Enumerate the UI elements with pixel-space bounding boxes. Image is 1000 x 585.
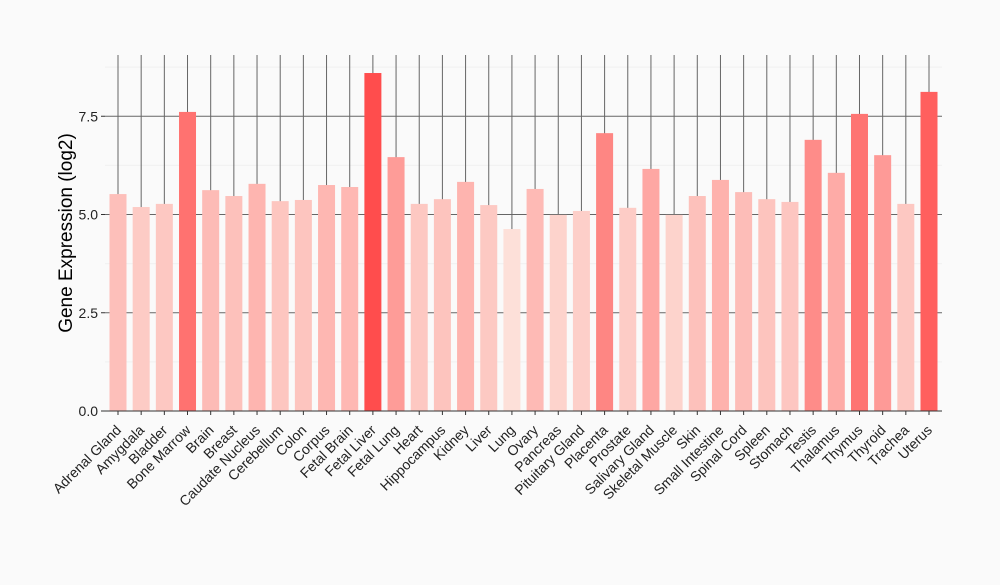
bar-spleen (758, 199, 776, 411)
bar-bone-marrow (179, 111, 197, 411)
bar-corpus (318, 185, 336, 411)
bar-amygdala (132, 207, 150, 411)
bar-ovary (526, 188, 544, 411)
bar-thalamus (827, 172, 845, 411)
bar-fetal-lung (387, 157, 405, 411)
bar-thymus (850, 113, 868, 411)
bar-bladder (155, 203, 173, 411)
bar-cerebellum (271, 201, 289, 411)
bar-pancreas (549, 214, 567, 411)
bar-prostate (619, 207, 637, 411)
bar-spinal-cord (735, 192, 753, 411)
bar-placenta (596, 133, 614, 412)
bar-thyroid (874, 155, 892, 411)
y-tick-label: 7.5 (79, 108, 99, 124)
bar-skeletal-muscle (665, 214, 683, 411)
bar-brain (202, 190, 220, 411)
bar-breast (225, 196, 243, 411)
y-axis-label: Gene Expression (log2) (56, 133, 77, 333)
bar-heart (410, 203, 428, 411)
bar-stomach (781, 201, 799, 411)
bars (109, 73, 938, 412)
y-tick-label: 2.5 (79, 305, 99, 321)
bar-adrenal-gland (109, 194, 127, 411)
bar-small-intestine (711, 179, 729, 411)
bar-caudate-nucleus (248, 183, 266, 411)
bar-uterus (920, 91, 938, 411)
y-tick-label: 0.0 (79, 403, 99, 419)
bar-liver (480, 205, 498, 411)
bar-lung (503, 229, 521, 411)
y-axis: 0.0 2.5 5.0 7.5 (79, 108, 105, 419)
bar-colon (294, 199, 312, 411)
bar-hippocampus (433, 199, 451, 411)
bar-testis (804, 139, 822, 411)
bar-salivary-gland (642, 168, 660, 411)
bar-fetal-brain (341, 186, 359, 411)
y-tick-label: 5.0 (79, 207, 99, 223)
bar-pituitary-gland (572, 210, 590, 411)
bar-trachea (897, 203, 915, 411)
bar-kidney (457, 181, 475, 411)
bar-skin (688, 196, 706, 411)
bar-fetal-liver (364, 73, 382, 412)
